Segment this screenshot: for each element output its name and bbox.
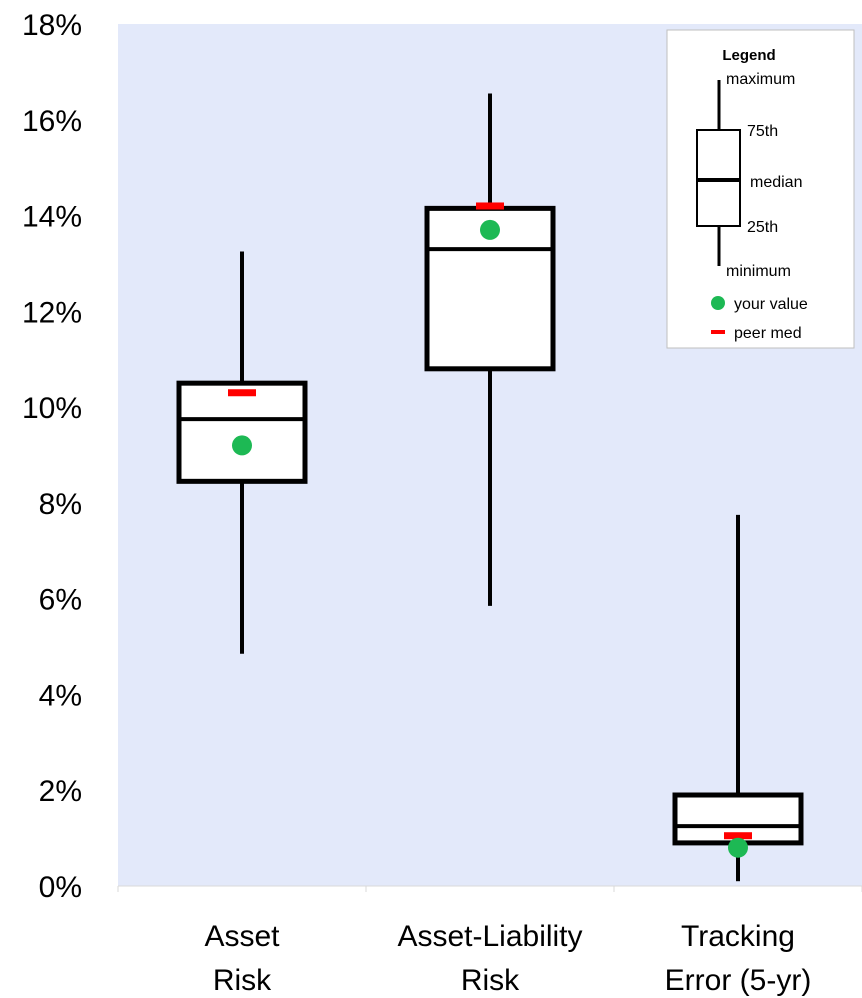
peer-median-marker bbox=[724, 832, 752, 840]
y-tick-label: 14% bbox=[22, 201, 82, 234]
y-tick-label: 12% bbox=[22, 296, 82, 329]
legend: Legend maximum 75th median 25th minimum … bbox=[666, 29, 855, 349]
y-tick-label: 2% bbox=[39, 775, 82, 808]
y-tick-label: 18% bbox=[22, 9, 82, 42]
your-value-marker bbox=[480, 219, 500, 240]
legend-maximum-label: maximum bbox=[726, 71, 795, 88]
iqr-box bbox=[176, 380, 308, 484]
legend-median-label: median bbox=[750, 174, 802, 191]
legend-minimum-label: minimum bbox=[726, 263, 791, 280]
y-tick-label: 0% bbox=[39, 871, 82, 904]
x-axis-tick-marks bbox=[117, 886, 862, 892]
y-tick-label: 16% bbox=[22, 105, 82, 138]
box-group bbox=[672, 514, 804, 882]
y-tick-label: 4% bbox=[39, 679, 82, 712]
boxes bbox=[176, 93, 804, 882]
your-value-marker bbox=[728, 837, 748, 858]
box-group bbox=[176, 251, 308, 654]
x-category-label: Asset-Liability bbox=[397, 920, 582, 953]
x-category-label: Tracking bbox=[681, 920, 795, 953]
x-category-label: Error (5-yr) bbox=[665, 964, 812, 997]
y-tick-label: 6% bbox=[39, 584, 82, 617]
box-group bbox=[424, 93, 556, 606]
peer-median-marker bbox=[476, 202, 504, 210]
x-axis-labels: Asset Risk Asset-Liability Risk Tracking Erro… bbox=[204, 920, 811, 997]
legend-title: Legend bbox=[722, 47, 775, 64]
x-category-label: Risk bbox=[461, 964, 520, 997]
legend-peer-median-label: peer med bbox=[734, 325, 802, 342]
legend-75th-label: 75th bbox=[747, 123, 778, 140]
y-tick-label: 8% bbox=[39, 488, 82, 521]
legend-25th-label: 25th bbox=[747, 219, 778, 236]
y-tick-label: 10% bbox=[22, 392, 82, 425]
x-category-label: Asset bbox=[204, 920, 280, 953]
legend-peer-median-marker bbox=[711, 330, 725, 334]
y-axis-ticks: 0% 2% 4% 6% 8% 10% 12% 14% 16% 18% bbox=[22, 9, 82, 904]
peer-median-marker bbox=[228, 389, 256, 397]
legend-your-value-label: your value bbox=[734, 296, 808, 313]
your-value-marker bbox=[232, 435, 252, 456]
x-category-label: Risk bbox=[213, 964, 272, 997]
legend-your-value-marker bbox=[711, 296, 725, 310]
